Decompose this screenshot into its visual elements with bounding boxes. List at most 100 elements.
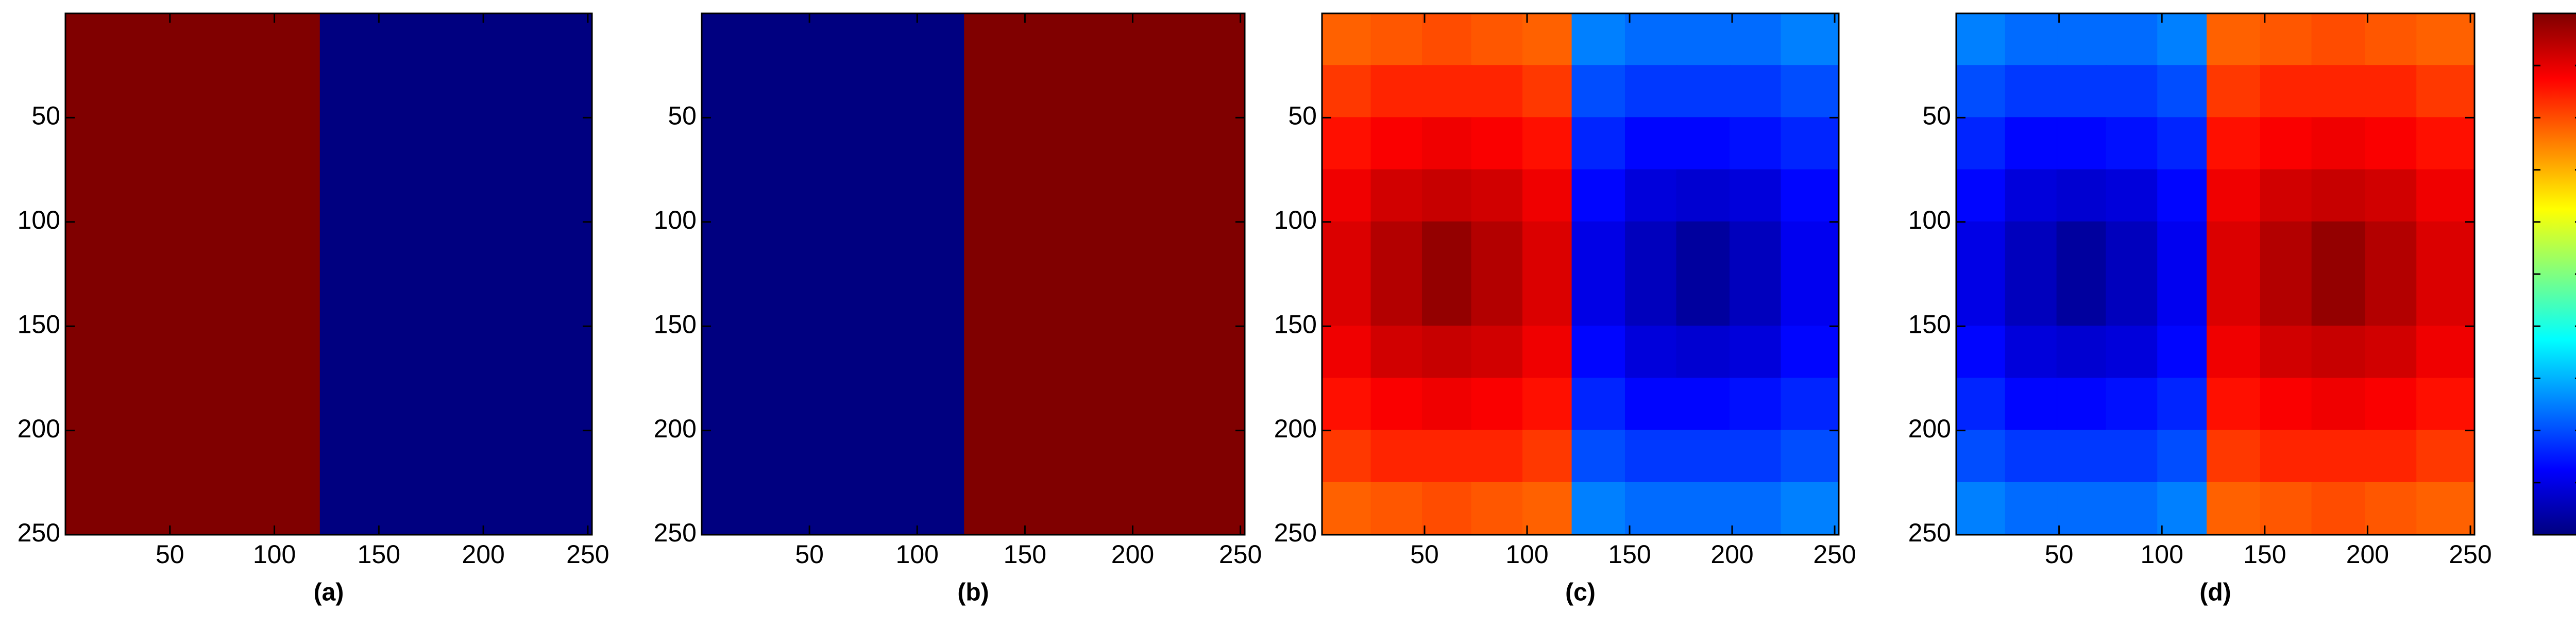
heatmap-cell (2365, 378, 2418, 431)
heatmap-cell (1676, 13, 1731, 66)
heatmap-cell (1471, 482, 1524, 535)
heatmap-cell (1370, 326, 1423, 379)
heatmap-cell (1676, 117, 1731, 171)
heatmap-cell (1522, 482, 1573, 535)
heatmap-cell (2365, 482, 2418, 535)
heatmap-cell (2106, 482, 2159, 535)
heatmap-cell (1625, 65, 1677, 118)
heatmap-cell (2207, 430, 2261, 483)
y-tick-label: 200 (1908, 414, 1951, 443)
y-tick-label: 50 (1288, 101, 1317, 130)
x-tick-label: 250 (2449, 540, 2492, 569)
heatmap-cell (1730, 482, 1782, 535)
heatmap-cell (2056, 274, 2107, 327)
heatmap-cell (1956, 13, 2006, 66)
heatmap-cell (2311, 13, 2366, 66)
heatmap-cell (2056, 378, 2107, 431)
y-tick-label: 250 (1274, 518, 1317, 547)
heatmap-cell (1471, 169, 1524, 223)
heatmap-cell (1522, 430, 1573, 483)
heatmap-cell (1571, 221, 1626, 275)
heatmap-cell (2260, 65, 2313, 118)
heatmap-cell (2056, 169, 2107, 223)
x-tick-label: 50 (1410, 540, 1439, 569)
heatmap-cell (2311, 117, 2366, 171)
x-tick-label: 200 (1111, 540, 1154, 569)
heatmap-cell (2106, 274, 2159, 327)
heatmap (65, 13, 592, 535)
heatmap-cell (1322, 482, 1372, 535)
heatmap-cell (2416, 117, 2475, 171)
heatmap-cell (1522, 13, 1573, 66)
heatmap-cell (2157, 13, 2208, 66)
heatmap-cell (1956, 482, 2006, 535)
heatmap-cell (1781, 378, 1839, 431)
heatmap-cell (1370, 65, 1423, 118)
heatmap-cell (2157, 430, 2208, 483)
heatmap-cell (1676, 430, 1731, 483)
heatmap-cell (2207, 482, 2261, 535)
heatmap-cell (1322, 430, 1372, 483)
heatmap-cell (2260, 169, 2313, 223)
heatmap-cell (1781, 117, 1839, 171)
heatmap-cell (2207, 326, 2261, 379)
heatmap-cell (2365, 117, 2418, 171)
heatmap-cell (1781, 482, 1839, 535)
heatmap-cell (2260, 221, 2313, 275)
heatmap-cell (1956, 65, 2006, 118)
heatmap-cell (1370, 221, 1423, 275)
x-tick-label: 250 (1219, 540, 1262, 569)
heatmap (702, 13, 1245, 535)
heatmap-cell (2416, 430, 2475, 483)
heatmap-cell (1781, 326, 1839, 379)
heatmap-cell (1956, 221, 2006, 275)
heatmap-cell (2207, 378, 2261, 431)
heatmap-cell (1571, 326, 1626, 379)
heatmap-cell (1322, 326, 1372, 379)
heatmap-cell (1370, 482, 1423, 535)
heatmap-cell (1471, 117, 1524, 171)
heatmap-cell (2056, 13, 2107, 66)
heatmap-cell (2056, 482, 2107, 535)
heatmap-cell (1322, 117, 1372, 171)
y-tick-label: 150 (1274, 310, 1317, 338)
heatmap-cell (1625, 482, 1677, 535)
heatmap-cell (964, 13, 1245, 535)
heatmap-cell (1781, 13, 1839, 66)
axes-frame (64, 12, 593, 536)
heatmap-cell (1730, 326, 1782, 379)
x-tick-label: 100 (1505, 540, 1548, 569)
heatmap-cell (2311, 221, 2366, 275)
heatmap-cell (2106, 117, 2159, 171)
heatmap-cell (1422, 326, 1472, 379)
heatmap-cell (1625, 378, 1677, 431)
heatmap-cell (2365, 13, 2418, 66)
heatmap-cell (2207, 117, 2261, 171)
heatmap-cell (2416, 13, 2475, 66)
heatmap-cell (1322, 13, 1372, 66)
heatmap-cell (2311, 326, 2366, 379)
heatmap-cell (2056, 117, 2107, 171)
heatmap-cell (1522, 221, 1573, 275)
heatmap-cell (2005, 117, 2058, 171)
y-tick-label: 200 (18, 414, 60, 443)
y-tick-label: 250 (654, 518, 697, 547)
x-tick-label: 150 (2243, 540, 2286, 569)
heatmap-cell (2005, 221, 2058, 275)
heatmap-cell (2311, 65, 2366, 118)
y-tick-label: 200 (1274, 414, 1317, 443)
heatmap-cell (1422, 117, 1472, 171)
heatmap-cell (1676, 169, 1731, 223)
heatmap-cell (2106, 13, 2159, 66)
heatmap-cell (2106, 430, 2159, 483)
heatmap-cell (1571, 482, 1626, 535)
heatmap-cell (2311, 169, 2366, 223)
heatmap-cell (1522, 169, 1573, 223)
x-tick-label: 150 (1004, 540, 1046, 569)
y-tick-label: 150 (1908, 310, 1951, 338)
x-tick-label: 50 (156, 540, 184, 569)
heatmap-cell (2416, 378, 2475, 431)
caption: (d) (2199, 579, 2231, 606)
